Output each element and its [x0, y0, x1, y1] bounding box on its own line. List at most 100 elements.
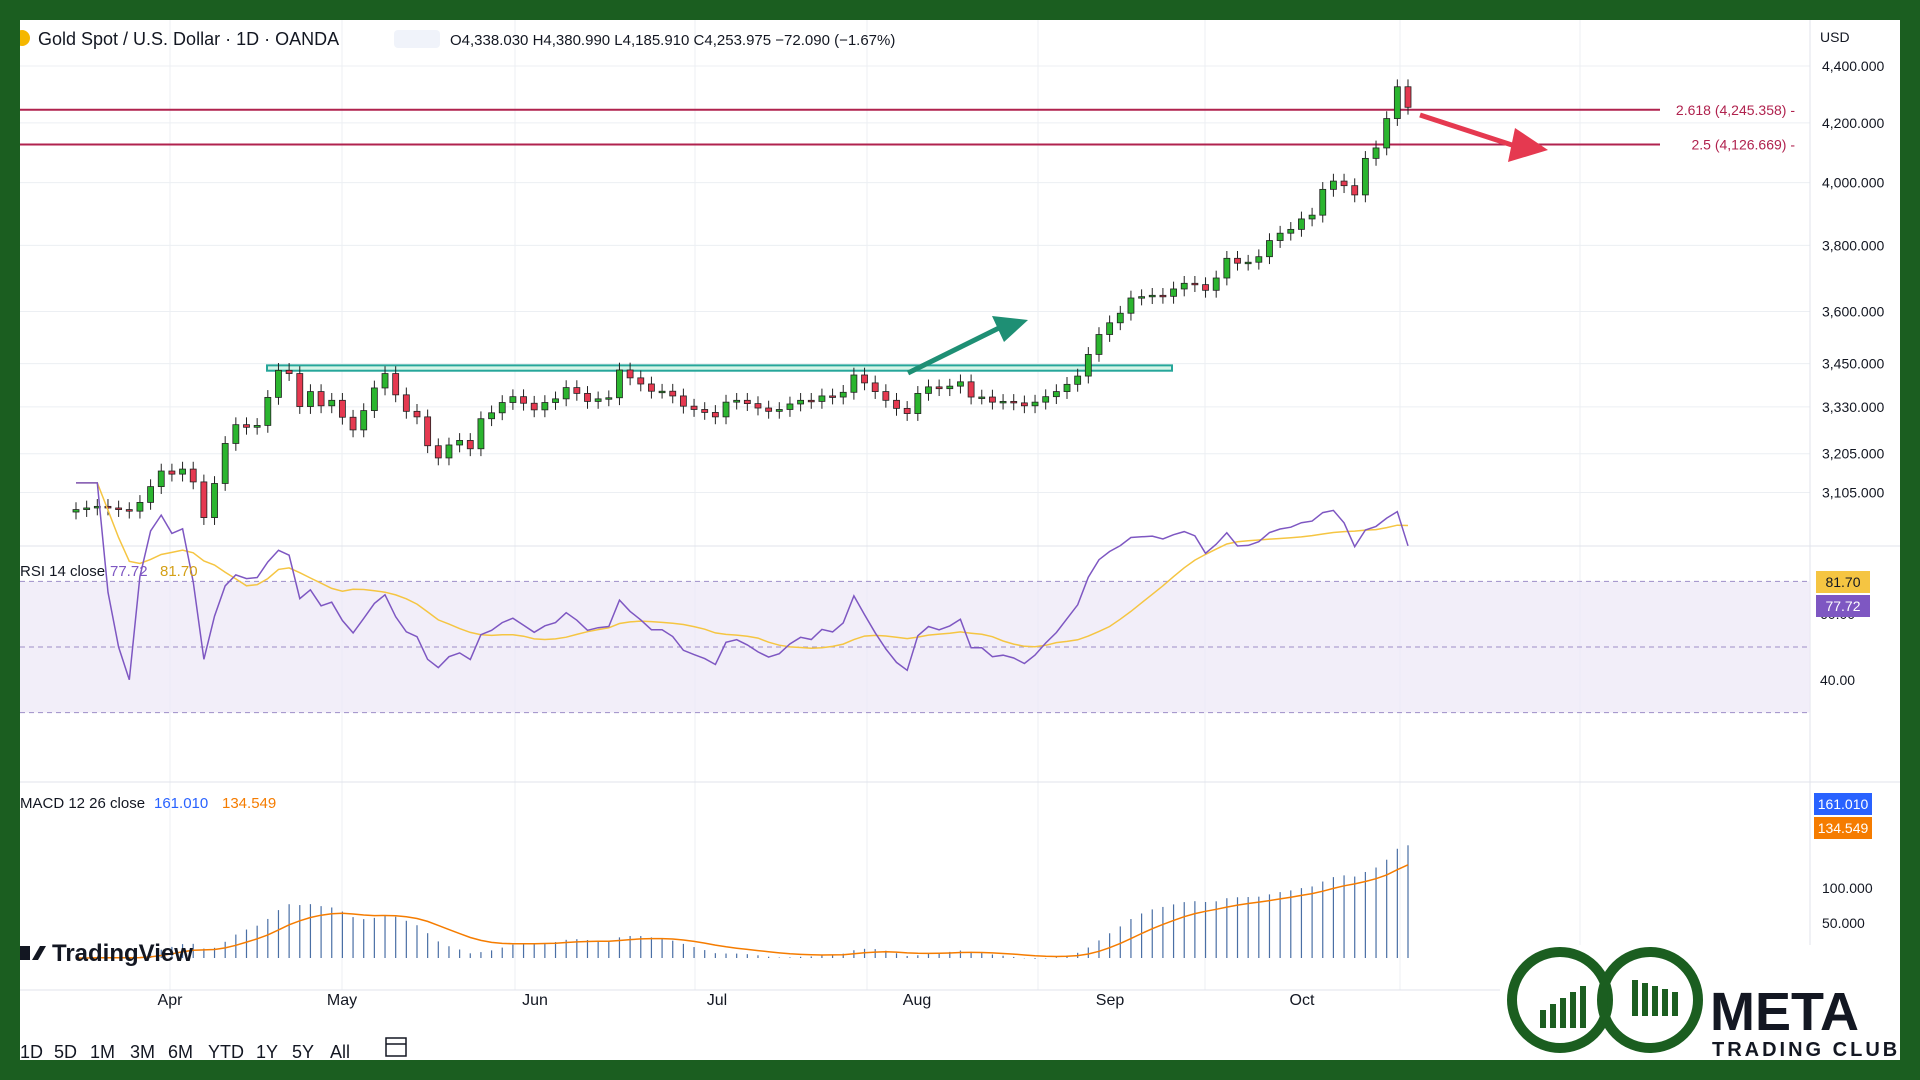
candle-down — [1010, 401, 1018, 404]
candle-up — [1266, 240, 1273, 258]
candle-up — [264, 396, 272, 426]
header-legend: Gold Spot / U.S. Dollar · 1D · OANDA O4,3… — [20, 29, 895, 49]
macd-histogram — [86, 845, 1409, 959]
candle-up — [1042, 396, 1050, 403]
candle-up — [328, 399, 336, 407]
candle-down — [648, 383, 655, 392]
candle-up — [445, 444, 453, 459]
tv-logo-mark — [32, 946, 46, 960]
candle-up — [1361, 157, 1369, 196]
candle-down — [711, 412, 719, 418]
candle-up — [658, 390, 666, 394]
rsi-line — [76, 482, 1409, 681]
candle-down — [935, 386, 943, 390]
brand-bar — [1580, 986, 1586, 1028]
candle-up — [594, 398, 602, 402]
candle-up — [370, 387, 378, 411]
price-tick-label: 3,330.000 — [1822, 399, 1884, 415]
timeframe-all[interactable]: All — [330, 1042, 351, 1060]
candle-up — [1319, 188, 1327, 216]
timeframe-ytd[interactable]: YTD — [208, 1042, 244, 1060]
candle-up — [1084, 354, 1092, 377]
candle-down — [317, 391, 325, 407]
arrow-up-head — [992, 316, 1028, 342]
candle-down — [765, 407, 773, 412]
timeframe-5y[interactable]: 5Y — [292, 1042, 315, 1060]
brand-name: META — [1710, 982, 1859, 1042]
macd-badge — [1814, 793, 1872, 815]
candle-up — [733, 399, 741, 403]
candle-down — [669, 390, 677, 397]
candle-up — [1298, 218, 1305, 230]
time-axis-label: Oct — [1290, 992, 1315, 1009]
timeframe-1m[interactable]: 1M — [90, 1042, 116, 1060]
rsi-ma-value: 81.70 — [160, 563, 198, 580]
tradingview-logo: TradingView — [20, 940, 193, 967]
timeframe-1y[interactable]: 1Y — [256, 1042, 279, 1060]
fib-level-label: 2.5 (4,126.669) - — [1691, 136, 1795, 152]
candle-up — [818, 395, 826, 402]
candle-up — [786, 403, 794, 410]
calendar-icon-body — [385, 1037, 407, 1057]
calendar-icon — [385, 1037, 407, 1057]
candle-up — [839, 391, 847, 398]
resistance-zone — [266, 364, 1173, 372]
candle-down — [861, 374, 868, 384]
arrow-up-shaft — [906, 322, 1007, 376]
rsi-ma-line — [76, 482, 1409, 649]
time-axis-label: Apr — [158, 992, 184, 1009]
candle-up — [498, 402, 506, 414]
candle-up — [1095, 334, 1103, 355]
candle-down — [903, 407, 911, 414]
candle-up — [1116, 312, 1124, 324]
candle-down — [338, 399, 346, 418]
price-tick-label: 4,400.000 — [1822, 58, 1884, 74]
candle-up — [797, 399, 805, 405]
indicator-badge — [394, 30, 440, 48]
chart-frame: USD 4,400.000 4,200.000 4,000.000 3,800.000 3… — [20, 20, 1900, 1060]
candle-down — [168, 470, 176, 475]
brand-bar — [1642, 983, 1648, 1016]
timeframe-5d[interactable]: 5D — [54, 1042, 78, 1060]
gold-icon — [20, 30, 30, 46]
brand-bar — [1570, 992, 1576, 1028]
price-axis: USD 4,400.000 4,200.000 4,000.000 3,800.000 3… — [1820, 29, 1884, 501]
rsi-tick-label: 40.00 — [1820, 672, 1855, 688]
candle-up — [1170, 288, 1177, 297]
candle-down — [584, 392, 591, 402]
candle-up — [221, 443, 229, 484]
chart-canvas[interactable]: USD 4,400.000 4,200.000 4,000.000 3,800.000 3… — [20, 20, 1900, 1060]
candle-down — [893, 399, 900, 409]
candle-down — [626, 369, 634, 379]
candle-down — [743, 399, 751, 405]
candle-up — [1180, 282, 1188, 290]
candle-up — [850, 374, 858, 393]
candle-down — [1340, 180, 1348, 187]
rsi-label: RSI 14 close — [20, 563, 105, 580]
brand-ring-right — [1597, 947, 1703, 1053]
brand-bar — [1672, 992, 1678, 1016]
macd-signal-value: 134.549 — [222, 795, 276, 812]
tradingview-wordmark: TradingView — [52, 940, 193, 967]
timeframe-3m[interactable]: 3M — [130, 1042, 156, 1060]
gridlines — [20, 20, 1810, 990]
candle-up — [1372, 147, 1380, 159]
candle-up — [147, 486, 154, 503]
candle-down — [637, 377, 645, 385]
candle-up — [211, 483, 218, 518]
annotation-arrows — [906, 112, 1548, 376]
timeframe-6m[interactable]: 6M — [168, 1042, 194, 1060]
candle-down — [402, 394, 410, 412]
candle-up — [1223, 257, 1231, 279]
candle-down — [679, 395, 687, 407]
candle-down — [1191, 282, 1199, 286]
candle-up — [1063, 383, 1071, 392]
candle-down — [349, 416, 357, 431]
candle-up — [1106, 322, 1114, 335]
candle-down — [1234, 257, 1241, 264]
timeframe-1d[interactable]: 1D — [20, 1042, 44, 1060]
candle-up — [605, 397, 613, 400]
candle-down — [754, 403, 762, 409]
candle-up — [72, 509, 80, 513]
